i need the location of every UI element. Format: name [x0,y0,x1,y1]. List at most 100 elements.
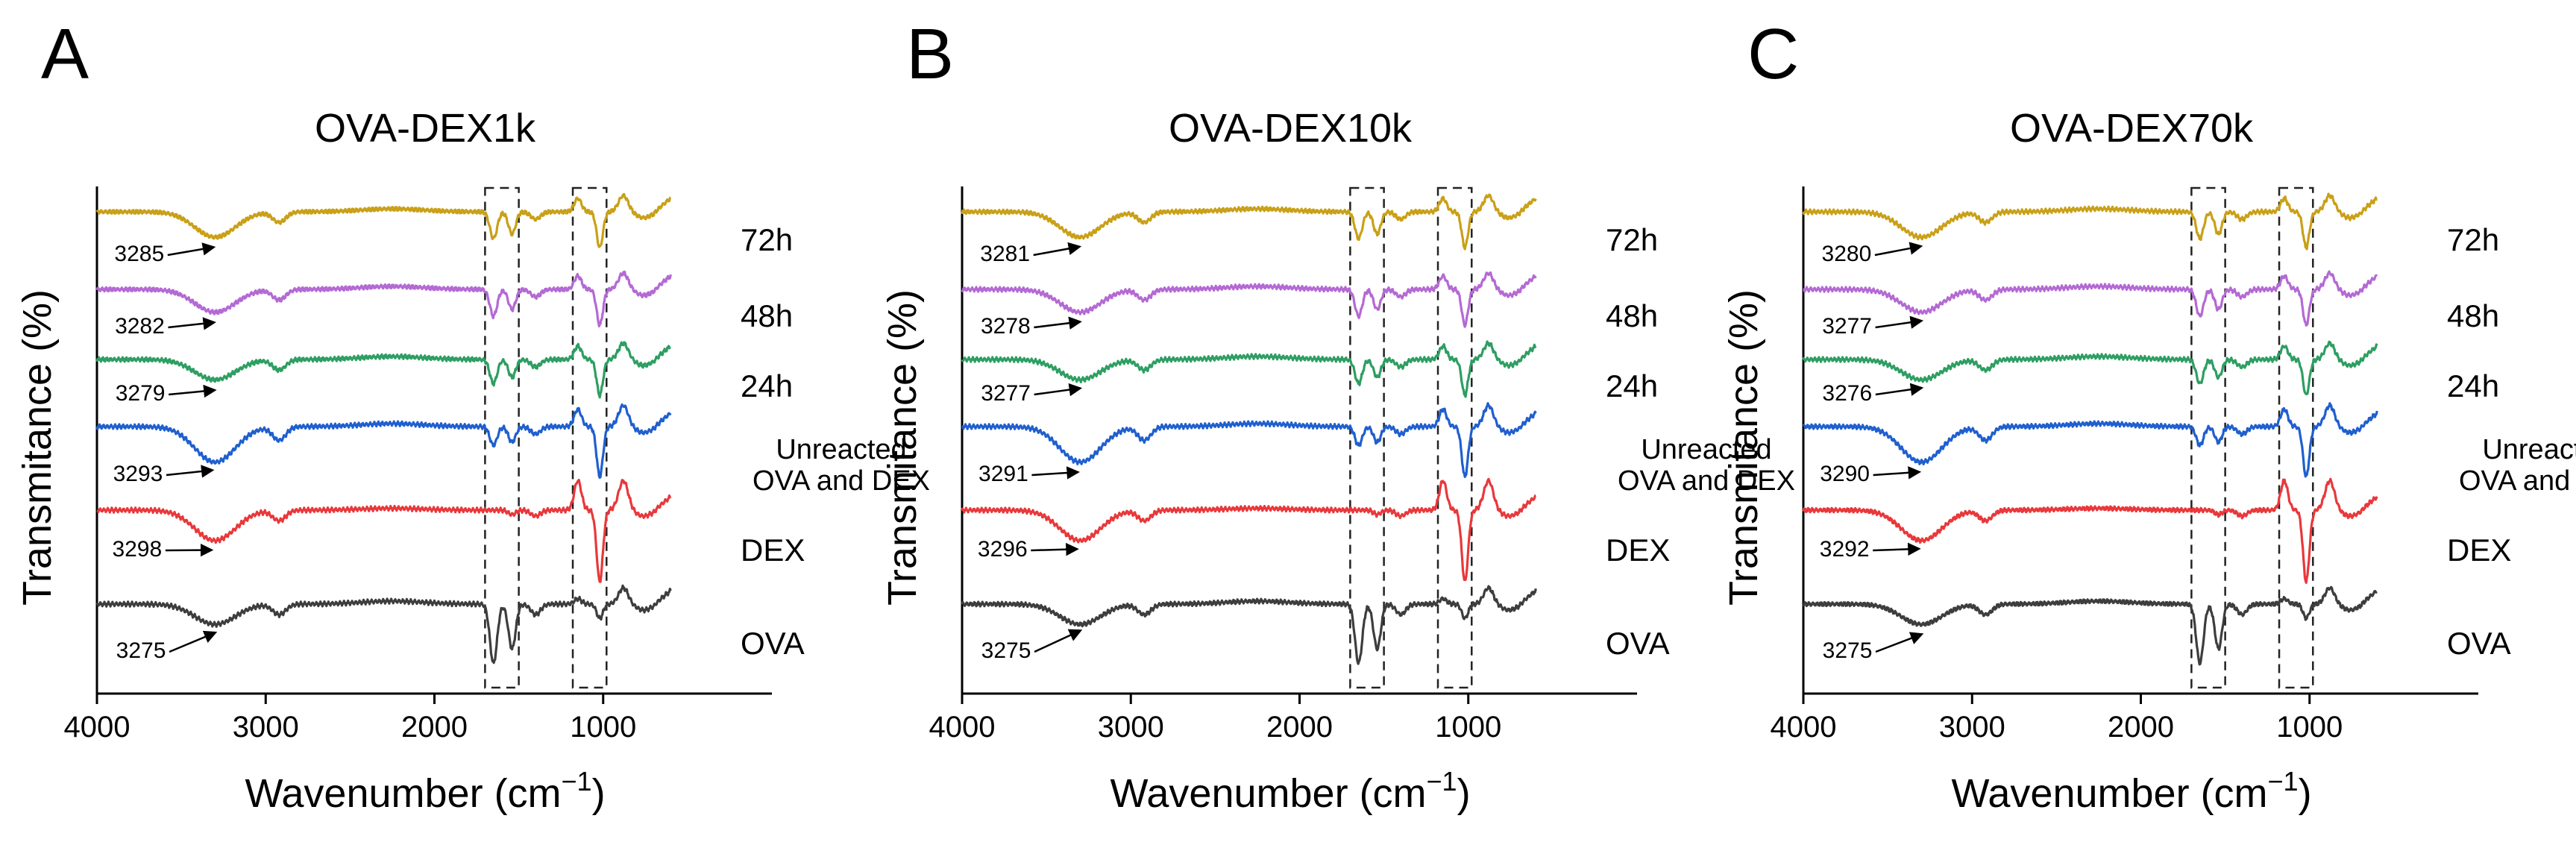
series-line [1802,402,2378,478]
highlight-region [484,186,520,689]
peak-label: 3279 [116,381,166,406]
x-tick-label: 3000 [1939,711,2005,744]
series-line [961,340,1537,398]
x-tick-label: 1000 [570,711,636,744]
series-label: DEX [1606,532,1670,568]
peak-arrow [1873,542,1921,556]
series-line [95,403,672,479]
series-label: DEX [741,532,805,568]
x-axis-label: Wavenumber (cm−1) [245,766,605,816]
series-line [1803,270,2378,327]
peak-label: 3277 [981,381,1031,406]
series-label: DEX [2447,532,2511,568]
highlight-region [571,186,608,689]
series-line [95,584,672,665]
x-tick-label: 3000 [233,711,299,744]
peak-arrow [1034,629,1083,653]
x-tick-label: 1000 [1435,711,1501,744]
peak-label: 3296 [978,537,1028,562]
peak-label: 3293 [113,462,163,486]
peak-arrow [1031,542,1079,556]
y-axis-label: Transmitance (%) [880,289,925,606]
panel-letter: C [1747,14,1799,94]
series-label: 24h [2447,368,2499,403]
peak-arrow [1875,315,1924,329]
series-label: 24h [741,368,793,403]
x-tick-label: 4000 [1771,711,1837,744]
peak-arrow [166,465,215,478]
chart-title: OVA-DEX70k [2010,106,2254,151]
peak-arrow [1875,632,1924,653]
chart-title: OVA-DEX10k [1169,106,1413,151]
peak-label: 3278 [981,314,1031,339]
peak-arrow [1875,383,1924,396]
panel-letter: B [906,14,954,94]
series-line [961,402,1537,478]
x-tick-label: 2000 [401,711,468,744]
series-line [1802,340,2378,395]
peak-label: 3275 [981,638,1031,663]
series-line [961,193,1537,251]
series-line [96,479,672,583]
y-axis-label: Transmitance (%) [1721,289,1766,606]
peak-label: 3282 [115,314,165,339]
series-line [1802,585,2378,666]
series-line [95,341,671,399]
x-tick-label: 1000 [2276,711,2343,744]
series-label: 48h [741,298,793,333]
series-label: OVA [1606,626,1670,661]
series-label: 72h [741,222,793,257]
series-label: OVA [2447,626,2511,661]
peak-label: 3281 [980,242,1030,266]
peak-label: 3292 [1820,537,1870,562]
highlight-region [1436,186,1473,689]
peak-arrow [167,242,216,257]
x-axis-label: Wavenumber (cm−1) [1951,766,2311,816]
highlight-region [1349,186,1385,689]
peak-label: 3291 [978,462,1028,486]
series-label: 72h [2447,222,2499,257]
peak-arrow [169,630,218,653]
series-label: 48h [2447,298,2499,333]
series-label: OVA [741,626,805,661]
peak-label: 3277 [1822,314,1872,339]
series-line [961,477,1536,581]
x-tick-label: 2000 [2108,711,2174,744]
peak-arrow [1874,242,1923,257]
peak-label: 3280 [1822,242,1872,266]
series-line [1802,192,2378,251]
y-axis-label: Transmitance (%) [15,289,60,606]
highlight-region [2278,186,2314,689]
series-line [961,585,1537,665]
peak-arrow [169,384,217,398]
ftir-panel-b: B OVA-DEX10k 4000 3000 2000 1000 Wavenumber (c… [880,14,1795,816]
peak-arrow [168,317,216,330]
x-tick-label: 4000 [64,711,131,744]
series-label: 48h [1606,298,1658,333]
peak-arrow [1034,383,1083,397]
peak-arrow [1031,466,1080,480]
panel-letter: A [41,14,89,94]
ftir-panel-c: C OVA-DEX70k 4000 3000 2000 1000 Wavenumber (c… [1721,14,2576,816]
highlight-region [2190,186,2226,689]
x-tick-label: 3000 [1098,711,1164,744]
peak-label: 3276 [1822,381,1872,406]
peak-arrow [1873,466,1922,480]
peak-label: 3290 [1820,462,1870,486]
ftir-panel-a: A OVA-DEX1k 4000 3000 2000 1000 Wavenumber (cm… [15,14,930,816]
series-line [95,192,671,248]
peak-arrow [1033,242,1082,257]
series-line [961,271,1537,328]
series-label: 72h [1606,222,1658,257]
series-line [95,270,672,327]
x-tick-label: 2000 [1266,711,1333,744]
peak-arrow [1034,316,1082,330]
peak-label: 3298 [112,537,162,562]
peak-label: 3275 [1823,638,1873,663]
peak-label: 3285 [114,242,164,266]
peak-label: 3275 [116,638,166,663]
